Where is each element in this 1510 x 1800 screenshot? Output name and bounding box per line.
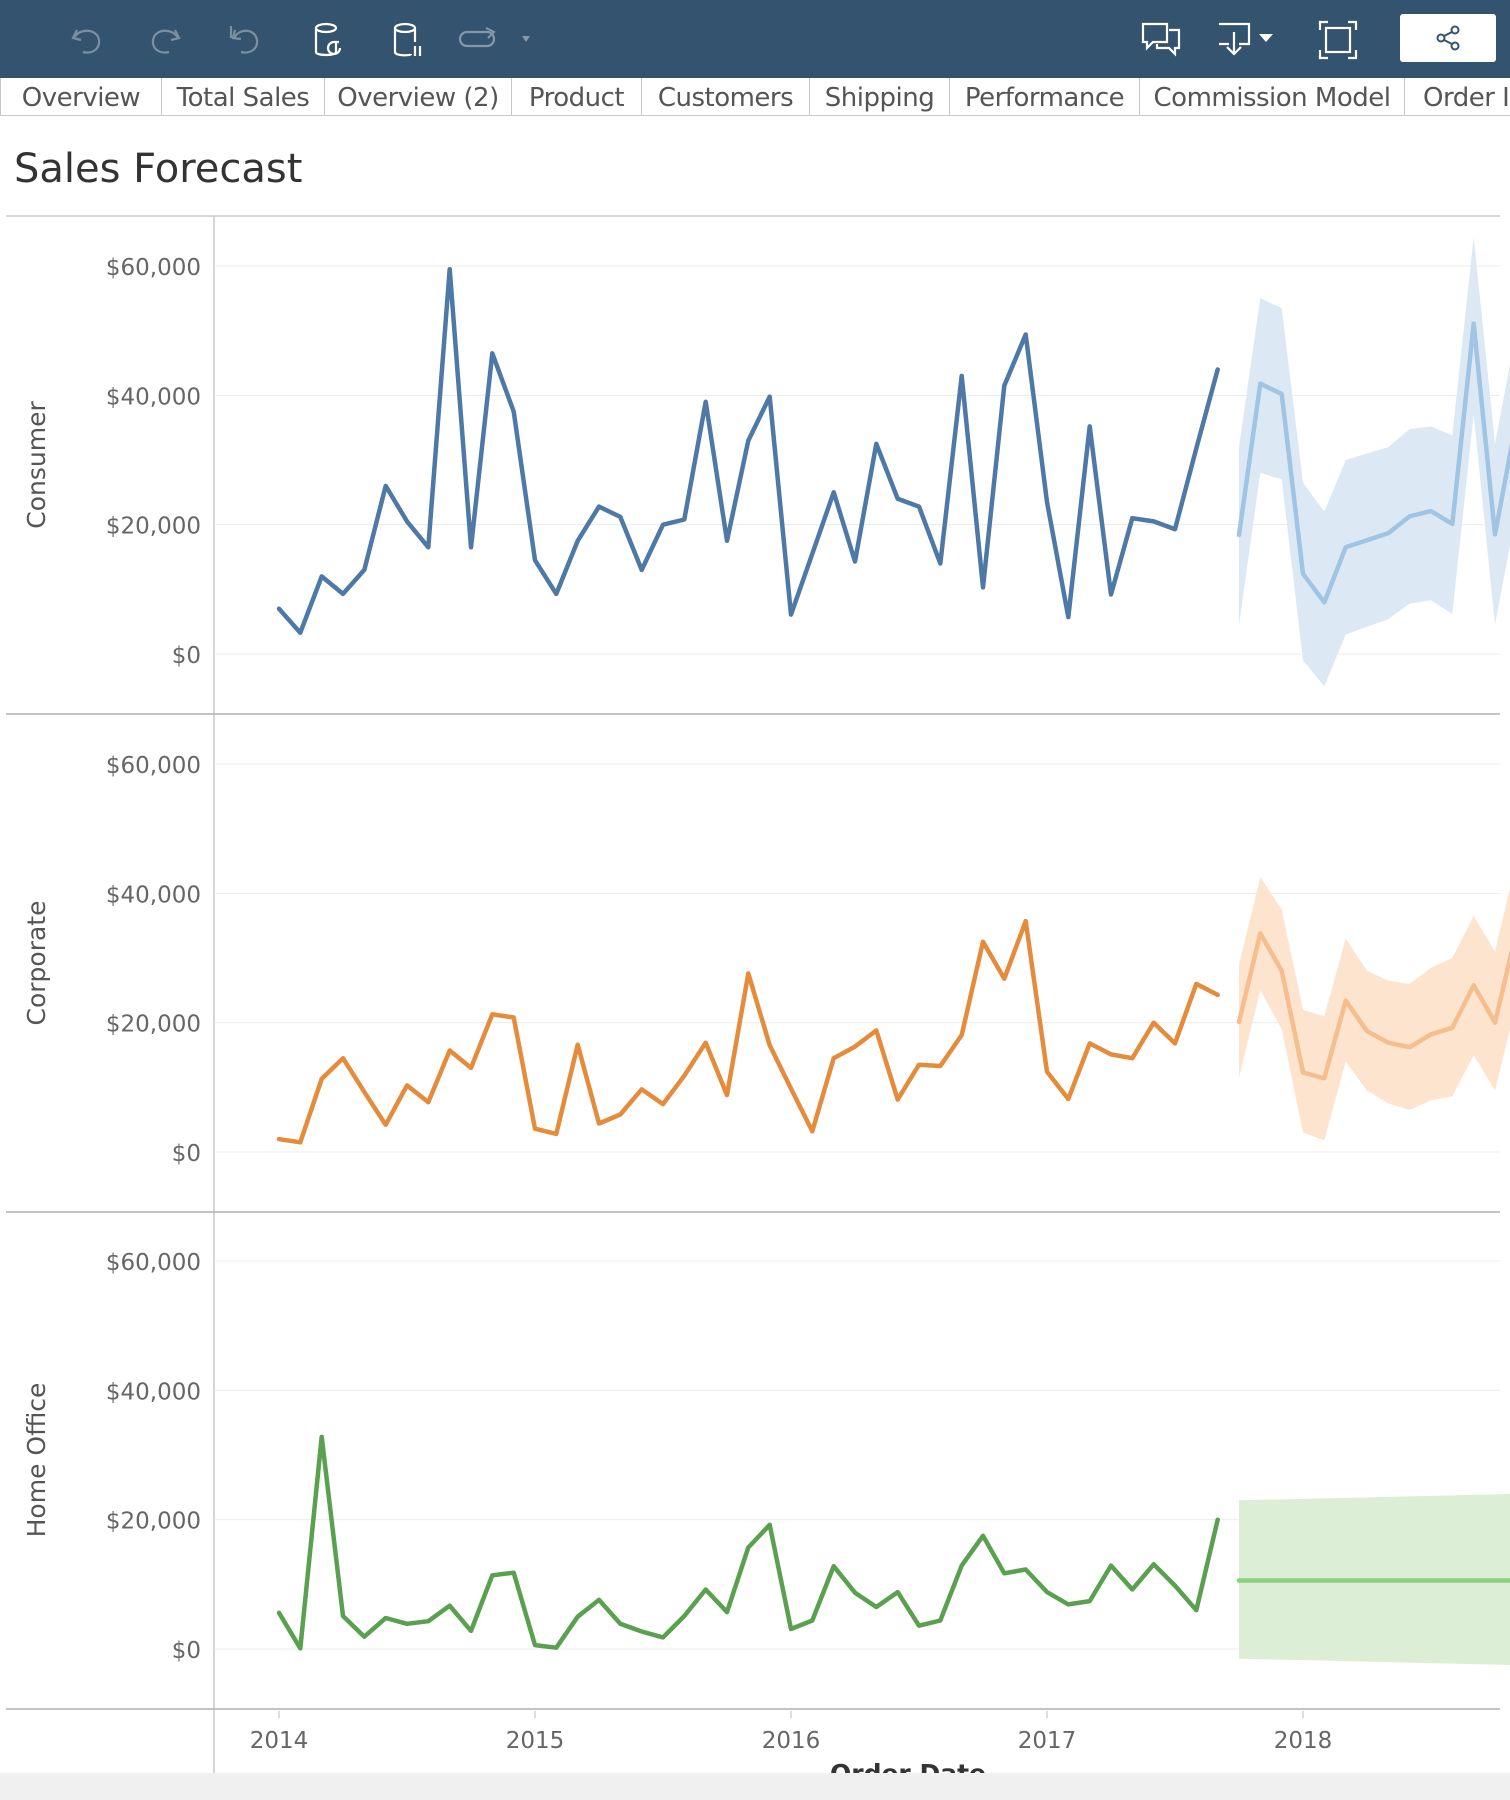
corporate-y-tick-label: $60,000 [106, 753, 201, 779]
home-office-panel-label: Home Office [22, 1383, 51, 1538]
tab-shipping[interactable]: Shipping [810, 78, 950, 115]
link-icon[interactable] [458, 18, 538, 62]
x-tick-label: 2015 [506, 1728, 565, 1754]
x-tick-label: 2014 [250, 1728, 309, 1754]
home-office-y-tick-label: $0 [172, 1638, 201, 1664]
corporate-forecast-band [1239, 877, 1510, 1141]
consumer-y-tick-label: $40,000 [106, 384, 201, 410]
corporate-actual-line [276, 918, 1220, 1145]
corporate-forecast-line [1236, 931, 1510, 1081]
tab-total-sales[interactable]: Total Sales [162, 78, 325, 115]
tab-overview-2[interactable]: Overview (2) [325, 78, 512, 115]
consumer-y-tick-label: $60,000 [106, 255, 201, 281]
refresh-data-icon[interactable] [306, 18, 350, 62]
consumer-forecast-line [1236, 321, 1510, 605]
consumer-y-tick-label: $0 [172, 643, 201, 669]
tab-customers[interactable]: Customers [642, 78, 810, 115]
home-office-actual-line [276, 1434, 1220, 1651]
tab-commission-model[interactable]: Commission Model [1140, 78, 1405, 115]
download-icon[interactable] [1215, 18, 1281, 62]
home-office-y-tick-label: $60,000 [106, 1250, 201, 1276]
sheet-tabs: Overview Total Sales Overview (2) Produc… [0, 78, 1510, 116]
pause-updates-icon[interactable] [385, 18, 429, 62]
page-title: Sales Forecast [14, 146, 303, 192]
share-icon [1436, 25, 1460, 51]
tab-product[interactable]: Product [512, 78, 642, 115]
tab-order[interactable]: Order I [1405, 78, 1510, 115]
tab-performance[interactable]: Performance [950, 78, 1140, 115]
bottom-bar [0, 1773, 1510, 1800]
revert-icon[interactable] [223, 18, 267, 62]
corporate-y-tick-label: $40,000 [106, 882, 201, 908]
share-button[interactable] [1400, 14, 1496, 62]
redo-icon[interactable] [143, 18, 187, 62]
corporate-panel-label: Corporate [22, 901, 51, 1026]
fullscreen-icon[interactable] [1316, 18, 1360, 62]
toolbar [0, 0, 1510, 78]
consumer-panel-label: Consumer [22, 401, 51, 529]
home-office-y-tick-label: $40,000 [106, 1379, 201, 1405]
x-tick-label: 2018 [1274, 1728, 1333, 1754]
corporate-y-tick-label: $20,000 [106, 1012, 201, 1038]
home-office-forecast-band [1239, 1493, 1510, 1666]
tab-overview[interactable]: Overview [1, 78, 162, 115]
x-tick-label: 2017 [1018, 1728, 1077, 1754]
comments-icon[interactable] [1139, 18, 1183, 62]
undo-icon[interactable] [65, 18, 109, 62]
consumer-y-tick-label: $20,000 [106, 514, 201, 540]
home-office-y-tick-label: $20,000 [106, 1509, 201, 1535]
consumer-forecast-band [1239, 236, 1510, 687]
corporate-y-tick-label: $0 [172, 1141, 201, 1167]
x-tick-label: 2016 [762, 1728, 821, 1754]
consumer-actual-line [276, 266, 1220, 635]
